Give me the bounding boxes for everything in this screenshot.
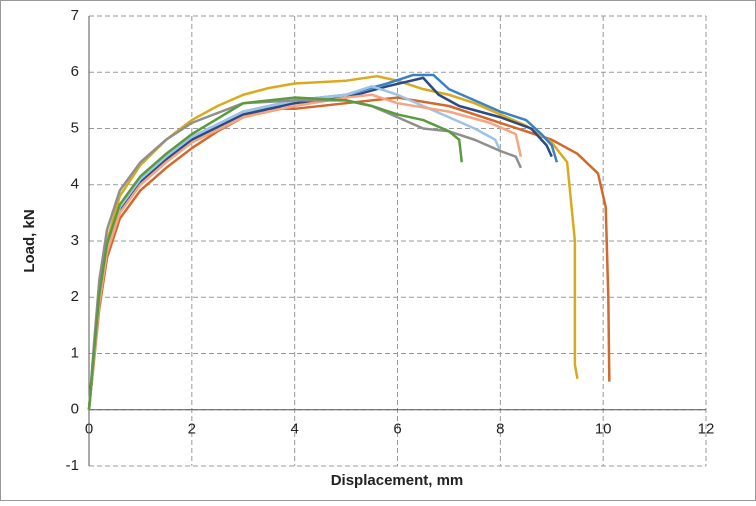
x-tick-label: 2 [188,421,196,438]
x-axis-title: Displacement, mm [331,472,464,489]
x-tick-label: 10 [595,421,612,438]
x-tick-label: 6 [393,421,401,438]
series-line [87,96,464,410]
y-tick-label: -1 [66,457,79,474]
y-tick-label: 1 [71,344,79,361]
y-tick-label: 2 [71,288,79,305]
y-axis-title: Load, kN [21,209,38,272]
y-tick-label: 7 [71,7,79,24]
series-line [87,74,579,410]
x-tick-label: 8 [496,421,504,438]
y-tick-label: 0 [71,401,79,418]
y-tick-label: 3 [71,232,79,249]
series-line [87,93,523,410]
y-tick-label: 5 [71,119,79,136]
x-tick-label: 12 [698,421,715,438]
series-line [87,99,523,410]
x-tick-label: 4 [290,421,298,438]
y-tick-label: 6 [71,63,79,80]
y-tick-label: 4 [71,176,79,193]
